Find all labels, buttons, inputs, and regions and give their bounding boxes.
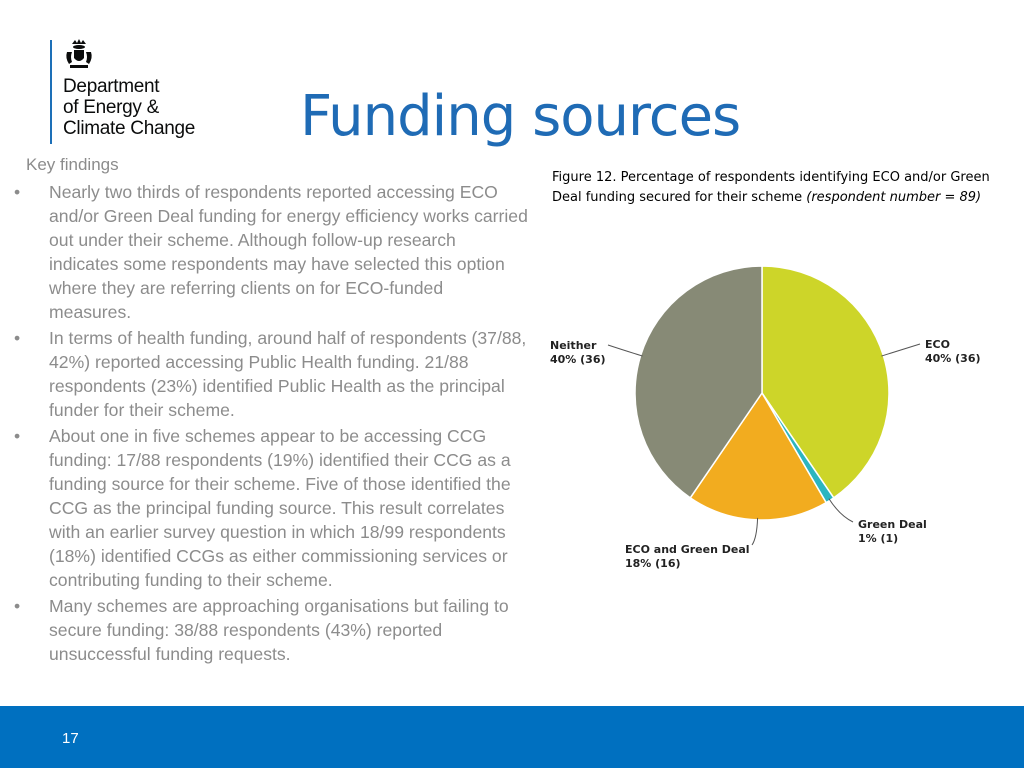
dept-line-2: of Energy & — [63, 97, 159, 118]
leader-line — [751, 517, 759, 546]
finding-text: In terms of health funding, around half … — [49, 328, 527, 420]
slice-value-label: 18% (16) — [625, 557, 681, 570]
logo-divider — [50, 40, 52, 144]
finding-text: Many schemes are approaching organisatio… — [49, 596, 509, 664]
slice-name-label: ECO and Green Deal — [625, 543, 750, 556]
finding-text: About one in five schemes appear to be a… — [49, 426, 511, 590]
finding-item: • Nearly two thirds of respondents report… — [0, 180, 530, 324]
bullet-icon: • — [14, 328, 21, 348]
leader-line — [881, 343, 921, 357]
caption-note: (respondent number = 89) — [806, 190, 982, 205]
slice-value-label: 1% (1) — [858, 532, 898, 545]
leader-line — [607, 344, 643, 357]
figure-caption: Figure 12. Percentage of respondents ide… — [552, 168, 992, 208]
finding-item: • About one in five schemes appear to be … — [0, 424, 530, 592]
dept-logo: Department of Energy & Climate Change — [50, 38, 230, 148]
finding-item: • Many schemes are approaching organisati… — [0, 594, 530, 666]
bullet-icon: • — [14, 596, 21, 616]
slice-value-label: 40% (36) — [550, 353, 606, 366]
bullet-icon: • — [14, 426, 21, 446]
dept-name: Department of Energy & Climate Change — [63, 76, 195, 139]
slice-value-label: 40% (36) — [925, 352, 980, 365]
findings-list: • Nearly two thirds of respondents report… — [0, 180, 530, 668]
dept-line-3: Climate Change — [63, 118, 196, 139]
leader-line — [828, 498, 854, 523]
slice-name-label: Neither — [550, 339, 597, 352]
slice-name-label: Green Deal — [858, 518, 927, 531]
page-number: 17 — [62, 730, 79, 747]
slide-title: Funding sources — [300, 84, 741, 149]
coat-of-arms-icon — [66, 39, 92, 68]
dept-line-1: Department — [63, 76, 160, 97]
slice-name-label: ECO — [925, 338, 950, 351]
finding-item: • In terms of health funding, around half… — [0, 326, 530, 422]
finding-text: Nearly two thirds of respondents reporte… — [49, 182, 528, 322]
caption-text: Figure 12. Percentage of respondents ide… — [552, 170, 990, 205]
bullet-icon: • — [14, 182, 21, 202]
key-findings-label: Key findings — [26, 155, 119, 174]
footer-bar — [0, 706, 1024, 768]
